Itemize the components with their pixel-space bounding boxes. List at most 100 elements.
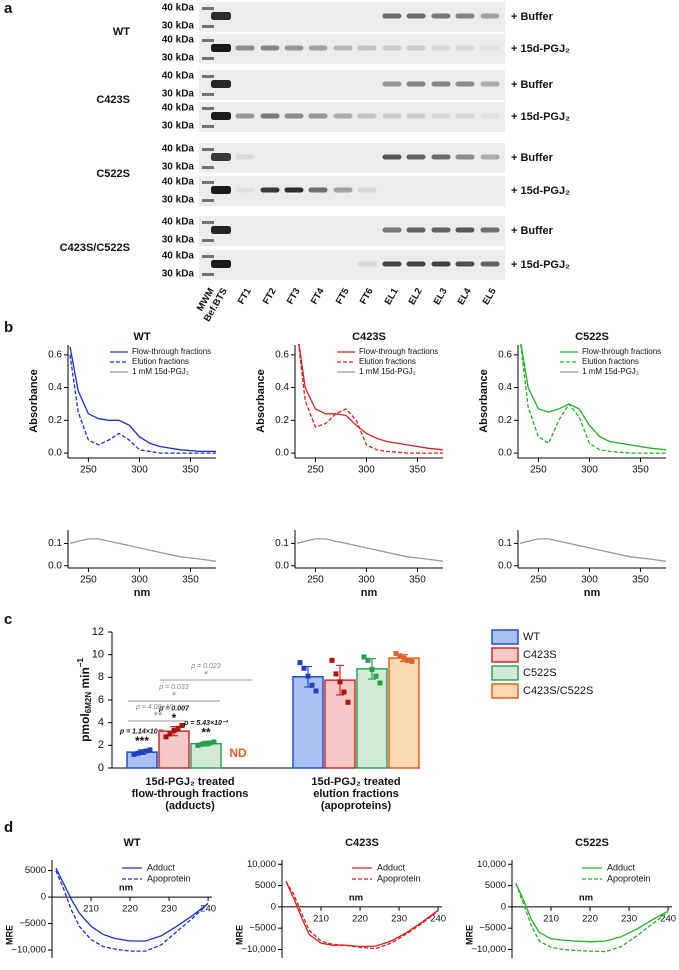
y-axis-label: pmol6M2N min−1 xyxy=(76,658,93,742)
x-tick-label: 240 xyxy=(660,913,676,924)
row-label: + Buffer xyxy=(511,225,554,237)
legend-label: Flow-through fractions xyxy=(359,347,438,356)
gel-band xyxy=(406,45,426,51)
legend-label: Apoprotein xyxy=(607,873,651,883)
marker-band xyxy=(202,166,214,169)
gel-strip xyxy=(199,143,505,173)
x-tick-label: 350 xyxy=(632,465,649,476)
kda-label: 40 kDa xyxy=(162,103,195,114)
chart-title: C423S xyxy=(345,837,379,849)
data-point xyxy=(175,725,181,731)
gel-band xyxy=(211,153,231,161)
x-tick-label: 210 xyxy=(543,913,559,924)
lane-label: FT5 xyxy=(334,286,352,307)
y-tick-label: −10,000 xyxy=(241,944,276,955)
x-tick-label: 230 xyxy=(161,904,177,915)
significance-stars: *** xyxy=(135,734,149,748)
y-tick-label: 0.1 xyxy=(48,538,62,549)
x-axis-label: nm xyxy=(349,892,363,903)
y-tick-label: 0.6 xyxy=(48,349,62,360)
lane-label: EL1 xyxy=(383,286,402,307)
data-point xyxy=(163,734,169,740)
cd-line xyxy=(515,883,669,943)
marker-band xyxy=(202,25,214,28)
gel-band xyxy=(211,12,231,20)
group-label: WT xyxy=(113,26,130,38)
y-tick-label: 0.1 xyxy=(498,538,512,549)
gel-band xyxy=(235,113,255,119)
data-point xyxy=(333,671,339,677)
marker-band xyxy=(202,125,214,128)
lane-label: EL4 xyxy=(456,286,475,307)
x-tick-label: 220 xyxy=(122,904,138,915)
x-tick-label: 240 xyxy=(430,913,446,924)
gel-band xyxy=(406,227,426,233)
gel-band xyxy=(308,113,328,119)
y-tick-label: 0.2 xyxy=(48,415,62,426)
x-tick-label: 250 xyxy=(530,465,547,476)
panel-label: c xyxy=(4,611,12,628)
y-tick-label: 12 xyxy=(92,626,104,638)
kda-label: 40 kDa xyxy=(162,217,195,228)
data-point xyxy=(203,741,209,747)
y-tick-label: 2 xyxy=(98,739,104,751)
row-label: + 15d-PGJ₂ xyxy=(511,43,570,55)
panel-label: b xyxy=(4,319,13,336)
category-label: (adducts) xyxy=(165,800,215,812)
legend-label: C423S xyxy=(523,649,557,661)
gel-band xyxy=(333,187,353,193)
gel-band xyxy=(455,81,475,87)
x-tick-label: 250 xyxy=(307,575,324,586)
y-tick-label: 0.0 xyxy=(48,560,62,571)
y-tick-label: −10,000 xyxy=(471,944,506,955)
x-axis-label: nm xyxy=(134,587,151,599)
gel-band xyxy=(406,81,426,87)
legend-label: Adduct xyxy=(607,862,636,872)
marker-band xyxy=(202,239,214,242)
y-tick-label: 0 xyxy=(98,762,104,774)
spectrum-line xyxy=(296,538,443,562)
row-label: + Buffer xyxy=(511,11,554,23)
legend-label: Adduct xyxy=(147,862,176,872)
marker-band xyxy=(202,75,214,78)
gel-band xyxy=(235,45,255,51)
gel-band xyxy=(382,261,402,267)
legend-label: Flow-through fractions xyxy=(132,347,211,356)
gel-band xyxy=(333,113,353,119)
row-label: + 15d-PGJ₂ xyxy=(511,111,570,123)
gel-band xyxy=(431,261,451,267)
legend-label: Elution fractions xyxy=(132,357,189,366)
data-point xyxy=(309,682,315,688)
spectrum-line xyxy=(298,344,443,451)
data-point xyxy=(341,689,347,695)
kda-label: 40 kDa xyxy=(162,71,195,82)
cd-line xyxy=(285,881,439,948)
marker-band xyxy=(202,255,214,258)
comparison-stars: * xyxy=(204,669,209,681)
legend-label: Apoprotein xyxy=(377,873,421,883)
gel-band xyxy=(406,13,426,19)
value-label: ND xyxy=(229,746,247,760)
data-point xyxy=(393,651,399,657)
kda-label: 30 kDa xyxy=(162,21,195,32)
data-point xyxy=(131,751,137,757)
gel-band xyxy=(480,45,500,51)
gel-band xyxy=(455,227,475,233)
data-point xyxy=(301,665,307,671)
panel-label: a xyxy=(4,0,13,17)
data-point xyxy=(405,657,411,663)
legend-swatch xyxy=(491,665,519,681)
chart-title: C522S xyxy=(575,837,609,849)
kda-label: 30 kDa xyxy=(162,162,195,173)
marker-band xyxy=(202,7,214,10)
kda-label: 30 kDa xyxy=(162,53,195,64)
legend-swatch xyxy=(491,647,519,663)
legend-label: Adduct xyxy=(377,862,406,872)
p-value: p = 5.43×10⁻³ xyxy=(183,720,228,727)
spectrum-line xyxy=(520,344,666,451)
kda-label: 40 kDa xyxy=(162,251,195,262)
data-point xyxy=(313,688,319,694)
gel-band xyxy=(284,113,304,119)
gel-band xyxy=(382,113,402,119)
data-point xyxy=(139,749,145,755)
